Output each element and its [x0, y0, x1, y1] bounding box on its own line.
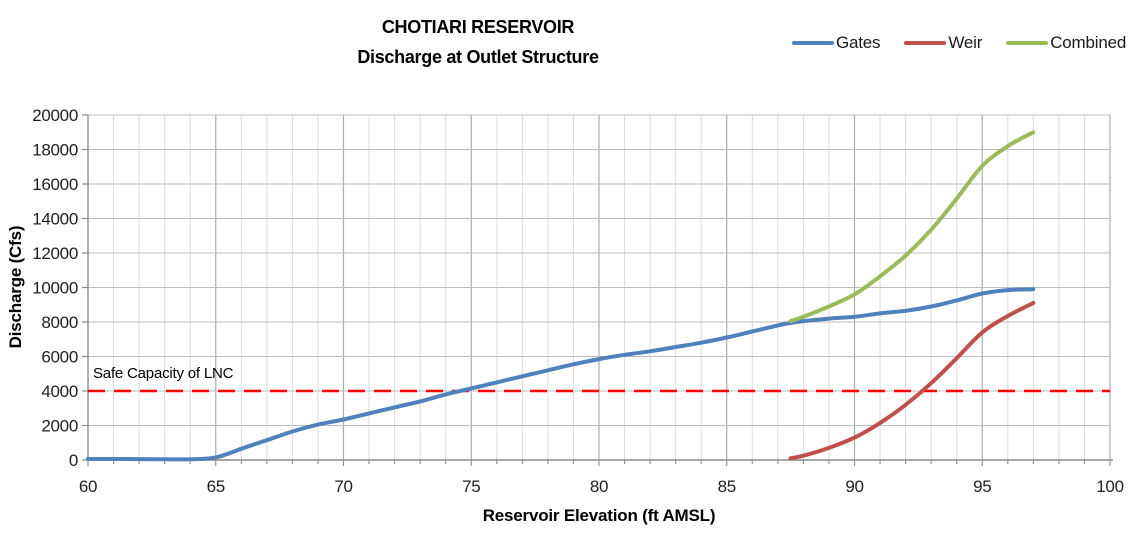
legend-item-combined: Combined — [1006, 33, 1126, 53]
chart-title: CHOTIARI RESERVOIR — [381, 17, 575, 37]
series-line-weir — [788, 301, 1036, 461]
y-tick-label: 16000 — [32, 175, 78, 194]
legend-item-gates: Gates — [792, 33, 881, 53]
series-line-gates — [86, 287, 1036, 462]
chart-title-block: CHOTIARI RESERVOIR Discharge at Outlet S… — [88, 12, 868, 72]
legend-label-combined: Combined — [1050, 33, 1127, 52]
x-tick-label: 100 — [1096, 477, 1123, 496]
y-tick-label: 6000 — [41, 348, 78, 367]
y-tick-label: 12000 — [32, 244, 78, 263]
y-tick-label: 0 — [69, 451, 78, 470]
x-tick-label: 65 — [207, 477, 225, 496]
x-tick-label: 80 — [590, 477, 608, 496]
y-tick-label: 2000 — [41, 417, 78, 436]
x-tick-label: 70 — [334, 477, 352, 496]
y-axis-title: Discharge (Cfs) — [6, 225, 25, 349]
chart-subtitle: Discharge at Outlet Structure — [357, 47, 599, 67]
x-tick-label: 90 — [845, 477, 863, 496]
y-tick-label: 4000 — [41, 382, 78, 401]
y-tick-label: 14000 — [32, 210, 78, 229]
y-tick-label: 20000 — [32, 106, 78, 125]
safe-capacity-label: Safe Capacity of LNC — [93, 365, 234, 382]
legend-item-weir: Weir — [904, 33, 982, 53]
y-tick-label: 18000 — [32, 141, 78, 160]
y-tick-label: 10000 — [32, 279, 78, 298]
weir-line-swatch-icon — [904, 40, 947, 46]
legend-label-gates: Gates — [836, 33, 881, 52]
x-tick-label: 95 — [973, 477, 991, 496]
legend: Gates Weir Combined — [792, 33, 1126, 53]
x-tick-label: 85 — [718, 477, 736, 496]
combined-line-swatch-icon — [1006, 40, 1049, 46]
legend-label-weir: Weir — [948, 33, 983, 52]
y-tick-label: 8000 — [41, 313, 78, 332]
x-axis-title: Reservoir Elevation (ft AMSL) — [482, 506, 716, 525]
series-line-combined — [788, 130, 1036, 324]
x-tick-label: 60 — [79, 477, 97, 496]
x-tick-label: 75 — [462, 477, 480, 496]
gates-line-swatch-icon — [792, 40, 834, 46]
